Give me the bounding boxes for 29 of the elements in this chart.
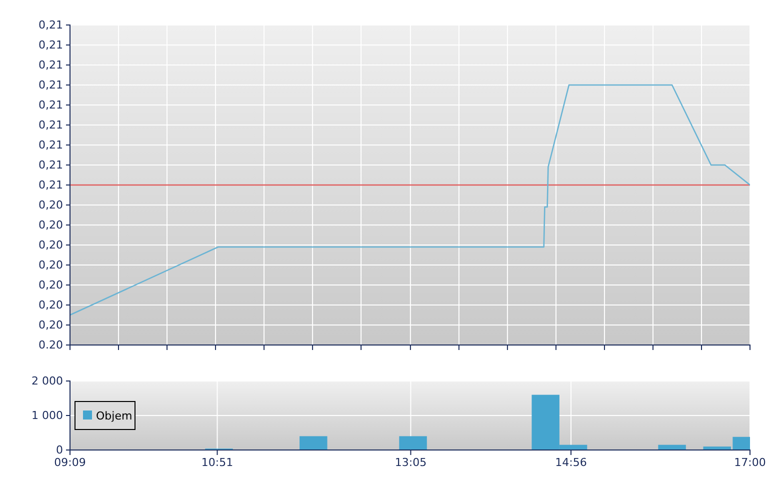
- y-tick-label: 0,21: [38, 38, 63, 52]
- y-tick-label: 0,21: [38, 178, 63, 192]
- y-tick-label: 0,21: [38, 98, 63, 112]
- y-tick-label: 0,21: [38, 138, 63, 152]
- y-tick-label: 0,20: [38, 298, 63, 312]
- y-tick-label: 0,20: [38, 318, 63, 332]
- x-tick-label: 13:05: [394, 456, 427, 469]
- y-tick-label: 0,21: [38, 58, 63, 72]
- y-tick-label: 0,20: [38, 258, 63, 272]
- x-tick-label: 09:09: [54, 456, 86, 469]
- y-tick-label: 0: [56, 444, 63, 457]
- y-tick-label: 0,20: [38, 198, 63, 212]
- y-tick-label: 0,20: [38, 238, 63, 252]
- line-series: [70, 84, 750, 316]
- y-tick-label: 0,20: [38, 278, 63, 292]
- y-tick-label: 0,20: [38, 218, 63, 232]
- y-tick-label: 0,21: [38, 118, 63, 132]
- bar: [399, 436, 427, 450]
- y-tick-label: 0,21: [38, 18, 63, 32]
- x-tick-label: 14:56: [555, 456, 587, 469]
- y-tick-label: 0,21: [38, 78, 63, 92]
- x-tick-label: 17:00: [734, 456, 766, 469]
- y-tick-label: 1 000: [32, 409, 63, 422]
- bar: [300, 436, 328, 450]
- x-tick-label: 10:51: [201, 456, 234, 469]
- y-tick-label: 2 000: [32, 374, 63, 388]
- y-tick-label: 0,21: [38, 158, 63, 172]
- y-tick-label: 0.20: [38, 338, 63, 352]
- legend-label: Objem: [96, 410, 132, 422]
